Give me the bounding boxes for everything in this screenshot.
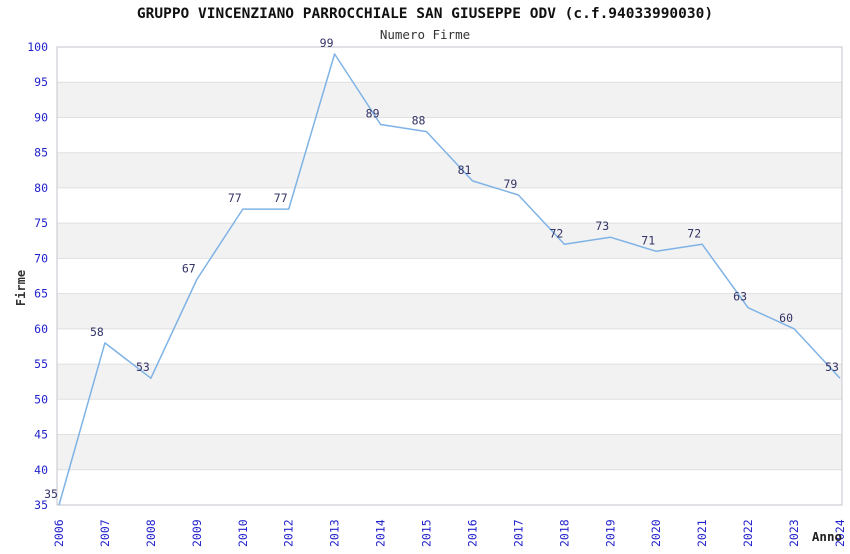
- x-axis-tick-label: 2007: [98, 519, 112, 547]
- data-point-label: 53: [825, 360, 839, 374]
- background-band: [57, 258, 842, 294]
- series-line: [58, 53, 841, 506]
- x-axis-tick-label: 2019: [603, 519, 617, 547]
- y-axis-tick-label: 100: [27, 40, 48, 54]
- y-axis-title: Firme: [14, 269, 28, 307]
- data-point-label: 99: [320, 36, 334, 50]
- data-point-label: 89: [366, 107, 380, 121]
- data-point-label: 77: [228, 191, 242, 205]
- x-axis-tick-label: 2006: [52, 519, 66, 547]
- x-axis-tick-label: 2009: [190, 519, 204, 547]
- data-point-label: 71: [641, 233, 655, 247]
- y-axis-tick-label: 50: [34, 392, 48, 406]
- y-axis-tick-label: 60: [34, 322, 48, 336]
- background-band: [57, 223, 842, 259]
- y-axis-tick-label: 35: [34, 498, 48, 512]
- data-point-label: 72: [687, 226, 701, 240]
- background-band: [57, 434, 842, 470]
- background-band: [57, 117, 842, 153]
- y-axis-tick-label: 95: [34, 75, 48, 89]
- data-point-label: 73: [595, 219, 609, 233]
- chart-title: GRUPPO VINCENZIANO PARROCCHIALE SAN GIUS…: [136, 6, 714, 22]
- data-point-label: 77: [274, 191, 288, 205]
- y-axis-tick-label: 45: [34, 428, 48, 442]
- data-point-label: 35: [44, 487, 58, 501]
- background-band: [57, 469, 842, 505]
- x-axis-tick-label: 2012: [282, 519, 296, 547]
- x-axis-tick-label: 2022: [741, 519, 755, 547]
- data-point-label: 67: [182, 262, 196, 276]
- x-axis-tick-label: 2010: [236, 519, 250, 547]
- x-axis-title: Anno: [811, 529, 842, 544]
- y-axis-tick-label: 80: [34, 181, 48, 195]
- background-band: [57, 364, 842, 400]
- background-band: [57, 187, 842, 224]
- data-point-label: 88: [412, 114, 426, 128]
- y-axis-tick-label: 70: [34, 251, 48, 265]
- background-band: [57, 47, 842, 83]
- background-band: [57, 293, 842, 329]
- x-axis-tick-label: 2008: [144, 519, 158, 547]
- y-axis-tick-label: 85: [34, 146, 48, 160]
- data-point-label: 60: [779, 311, 793, 325]
- y-axis-tick-label: 90: [34, 111, 48, 125]
- x-axis-tick-label: 2021: [695, 519, 709, 547]
- data-point-label: 63: [733, 290, 747, 304]
- data-point-label: 79: [503, 177, 517, 191]
- x-axis-tick-label: 2023: [787, 519, 801, 547]
- background-band: [57, 152, 842, 188]
- y-axis-tick-label: 65: [34, 287, 48, 301]
- x-axis-tick-label: 2024: [833, 519, 847, 547]
- x-axis-tick-label: 2013: [328, 519, 342, 547]
- x-axis-tick-label: 2015: [420, 519, 434, 547]
- x-axis-tick-label: 2016: [466, 519, 480, 547]
- x-axis-tick-label: 2017: [511, 519, 525, 547]
- y-axis-tick-label: 55: [34, 357, 48, 371]
- plot-border: [56, 46, 843, 506]
- x-axis-tick-label: 2014: [374, 519, 388, 547]
- data-point-label: 81: [458, 163, 472, 177]
- background-band: [57, 82, 842, 118]
- data-point-label: 72: [549, 226, 563, 240]
- x-axis-tick-label: 2020: [649, 519, 663, 547]
- y-axis-tick-label: 40: [34, 463, 48, 477]
- x-axis-tick-label: 2018: [557, 519, 571, 547]
- background-band: [57, 399, 842, 435]
- data-point-label: 58: [90, 325, 104, 339]
- background-band: [57, 328, 842, 365]
- chart-subtitle: Numero Firme: [379, 27, 471, 42]
- y-axis-tick-label: 75: [34, 216, 48, 230]
- data-point-label: 53: [136, 360, 150, 374]
